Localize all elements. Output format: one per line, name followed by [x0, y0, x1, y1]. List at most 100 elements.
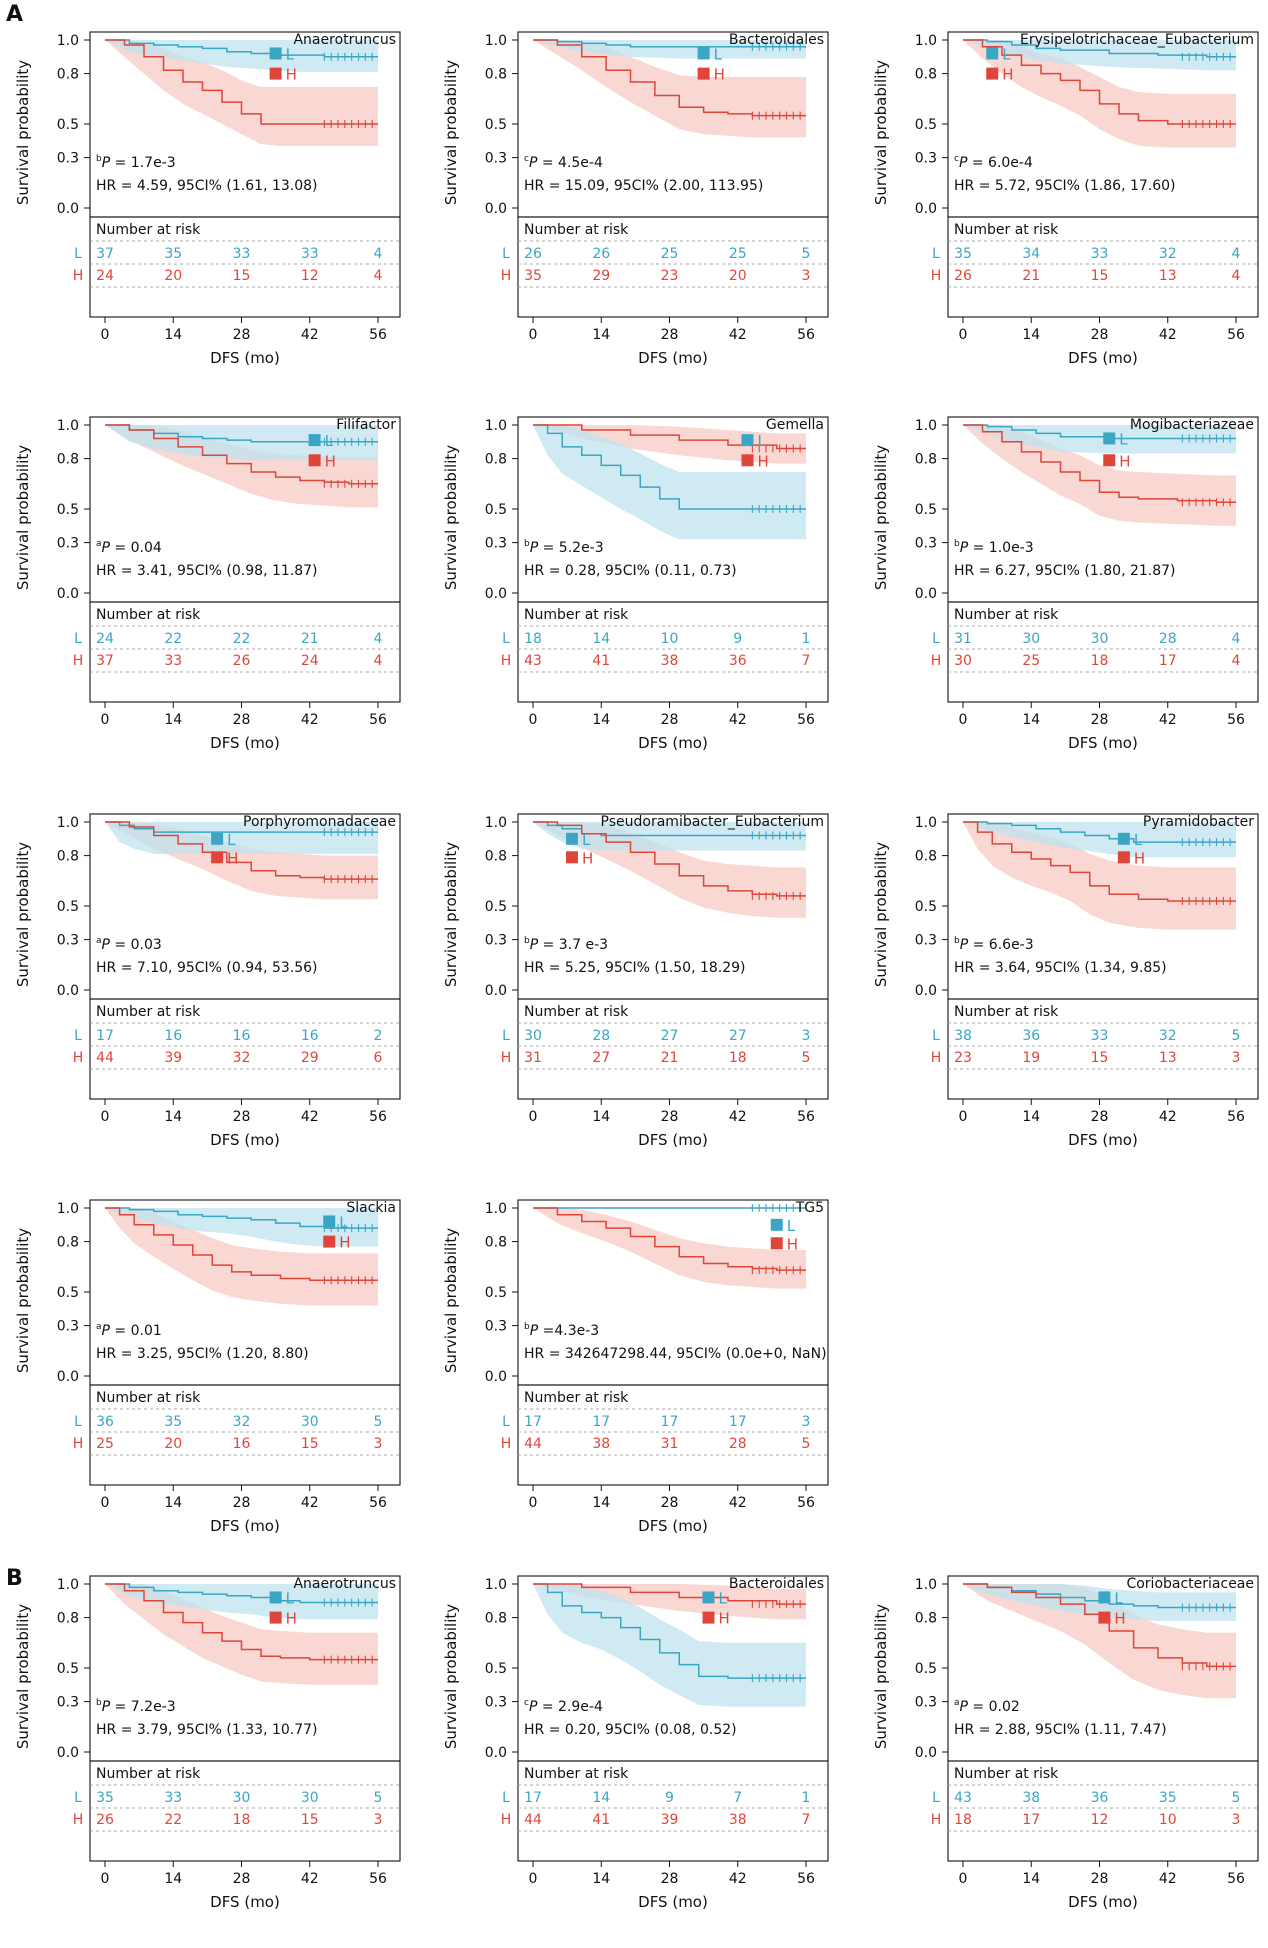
y-tick-label: 0.8 — [57, 1235, 79, 1251]
km-panel-8: Survival probability 1.0 0.8 0.5 0.3 0.0 Pyram… — [872, 813, 1259, 1149]
risk-count-L: 14 — [592, 631, 610, 647]
ci-band-L — [105, 822, 378, 854]
risk-group-label-H: H — [501, 1050, 512, 1066]
section-label-a: A — [6, 2, 24, 27]
x-tick-label: 0 — [101, 1871, 110, 1887]
ci-band-H — [105, 1208, 378, 1306]
risk-table-frame — [517, 1760, 829, 1862]
legend-swatch-L — [211, 832, 224, 845]
risk-count-L: 9 — [665, 1790, 674, 1806]
legend-swatch-H — [1103, 454, 1116, 467]
y-tick-label: 0.3 — [915, 933, 937, 949]
p-value: bP = 3.7 e-3 — [524, 936, 608, 953]
risk-count-H: 13 — [1159, 1050, 1177, 1066]
risk-count-H: 20 — [729, 268, 747, 284]
risk-group-label-H: H — [73, 268, 84, 284]
ci-band-H — [105, 40, 378, 146]
survival-line-H — [533, 1583, 806, 1605]
risk-table-frame — [89, 216, 401, 318]
risk-count-L: 7 — [733, 1790, 742, 1806]
y-tick-label: 0.0 — [915, 201, 937, 217]
risk-count-L: 16 — [233, 1028, 251, 1044]
risk-group-label-L: L — [932, 1028, 940, 1044]
legend-label-H: H — [1119, 452, 1130, 470]
risk-count-L: 2 — [374, 1028, 383, 1044]
legend-label-L: L — [1002, 45, 1011, 63]
ci-band-L — [105, 40, 378, 72]
risk-table-title: Number at risk — [954, 1004, 1059, 1020]
risk-count-L: 21 — [301, 631, 319, 647]
x-tick-label: 14 — [164, 1495, 182, 1511]
ci-band-L — [533, 822, 806, 851]
legend-label-H: H — [227, 849, 238, 867]
risk-count-H: 3 — [1232, 1812, 1241, 1828]
ci-band-H — [533, 425, 806, 464]
risk-group-label-L: L — [502, 1790, 510, 1806]
x-axis-label: DFS (mo) — [1068, 1893, 1138, 1911]
p-value: aP = 0.02 — [954, 1698, 1020, 1715]
survival-line-H — [105, 821, 378, 880]
legend-label-H: H — [758, 452, 769, 470]
legend-swatch-H — [269, 67, 282, 80]
risk-count-L: 33 — [1091, 1028, 1109, 1044]
legend-label-L: L — [787, 1217, 796, 1235]
x-tick-label: 42 — [729, 1109, 747, 1125]
risk-count-L: 32 — [1159, 246, 1177, 262]
x-tick-label: 28 — [661, 1109, 679, 1125]
hazard-ratio: HR = 5.72, 95CI% (1.86, 17.60) — [954, 178, 1176, 194]
survival-line-L — [105, 39, 378, 58]
risk-count-H: 18 — [954, 1812, 972, 1828]
y-tick-label: 0.0 — [57, 983, 79, 999]
risk-count-H: 12 — [301, 268, 319, 284]
risk-table-title: Number at risk — [96, 1004, 201, 1020]
x-tick-label: 14 — [164, 1109, 182, 1125]
p-value: aP = 0.04 — [96, 539, 162, 556]
risk-count-L: 37 — [96, 246, 114, 262]
y-tick-label: 0.8 — [57, 1611, 79, 1627]
legend-label-L: L — [758, 432, 767, 450]
y-axis-label: Survival probability — [442, 1228, 460, 1373]
risk-group-label-H: H — [931, 268, 942, 284]
risk-count-H: 39 — [661, 1812, 679, 1828]
risk-group-label-L: L — [74, 246, 82, 262]
legend-swatch-L — [566, 832, 578, 845]
survival-line-L — [105, 1207, 378, 1229]
risk-count-H: 13 — [1159, 268, 1177, 284]
risk-count-L: 28 — [1159, 631, 1177, 647]
hazard-ratio: HR = 342647298.44, 95CI% (0.0e+0, NaN) — [524, 1346, 827, 1362]
x-tick-label: 28 — [661, 712, 679, 728]
y-tick-label: 1.0 — [57, 418, 79, 434]
x-tick-label: 56 — [369, 1495, 387, 1511]
risk-count-H: 25 — [1022, 653, 1040, 669]
x-axis-label: DFS (mo) — [1068, 734, 1138, 752]
risk-count-L: 35 — [96, 1790, 114, 1806]
y-axis-label: Survival probability — [14, 842, 32, 987]
risk-count-H: 25 — [96, 1436, 114, 1452]
ci-band-H — [533, 40, 806, 138]
x-tick-label: 42 — [1159, 712, 1177, 728]
survival-line-L — [533, 1583, 806, 1679]
risk-count-H: 41 — [592, 1812, 610, 1828]
p-value: bP = 7.2e-3 — [96, 1698, 176, 1715]
risk-count-H: 38 — [729, 1812, 747, 1828]
legend-label-H: H — [1114, 1610, 1125, 1628]
hazard-ratio: HR = 3.79, 95CI% (1.33, 10.77) — [96, 1722, 318, 1738]
risk-count-H: 3 — [802, 268, 811, 284]
y-tick-label: 0.3 — [485, 1319, 507, 1335]
y-tick-label: 0.8 — [57, 452, 79, 468]
x-tick-label: 28 — [233, 327, 251, 343]
x-tick-label: 0 — [529, 327, 538, 343]
legend-label-L: L — [582, 831, 591, 849]
x-tick-label: 14 — [592, 327, 610, 343]
y-tick-label: 0.8 — [915, 452, 937, 468]
risk-table-title: Number at risk — [96, 1766, 201, 1782]
x-tick-label: 14 — [592, 1495, 610, 1511]
y-tick-label: 0.8 — [485, 1235, 507, 1251]
risk-count-H: 16 — [233, 1436, 251, 1452]
x-tick-label: 14 — [1022, 1109, 1040, 1125]
legend-label-L: L — [719, 1589, 728, 1607]
legend-swatch-L — [702, 1591, 715, 1604]
risk-count-H: 3 — [374, 1436, 383, 1452]
y-tick-label: 1.0 — [485, 418, 507, 434]
risk-count-H: 3 — [374, 1812, 383, 1828]
